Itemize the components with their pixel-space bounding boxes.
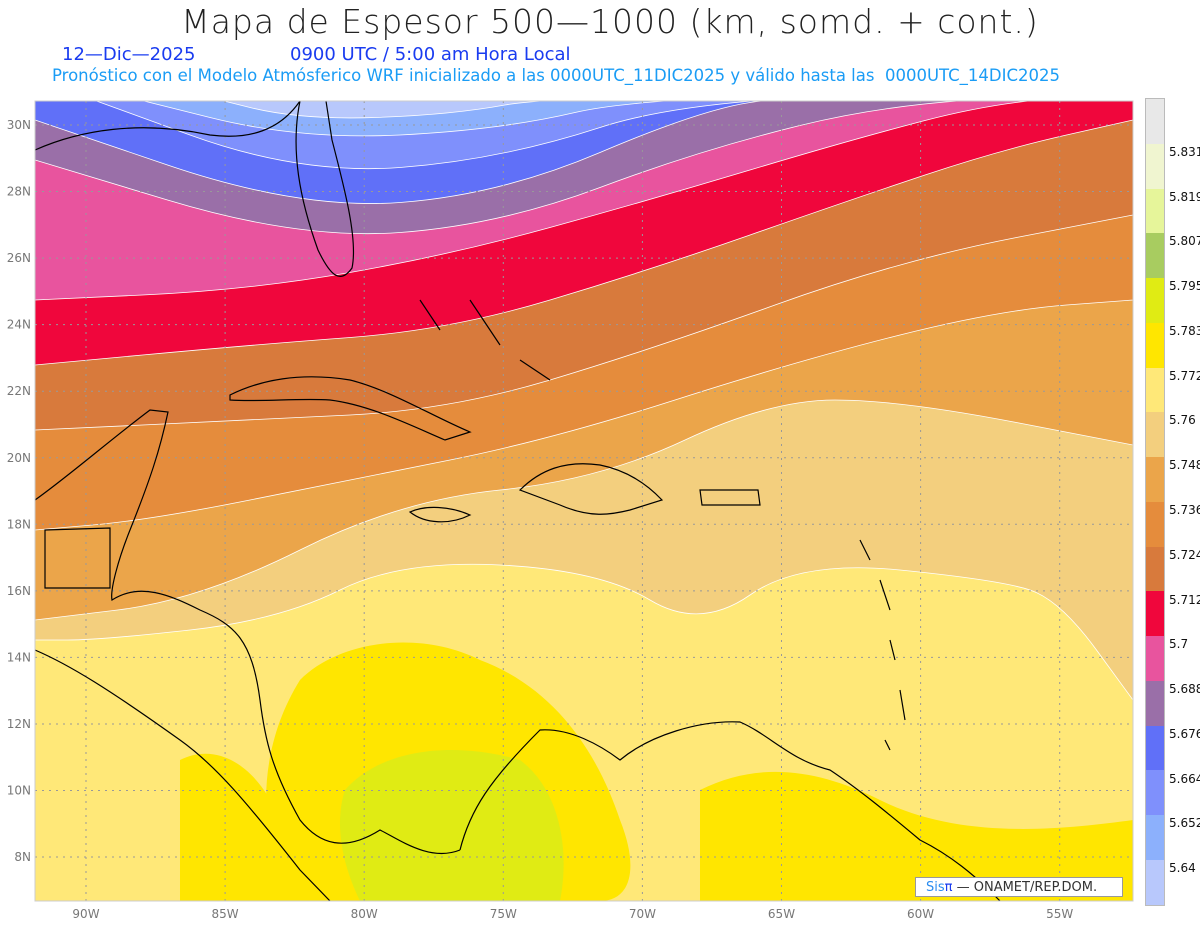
colorbar (1145, 98, 1165, 906)
colorbar-segment (1146, 815, 1164, 861)
colorbar-label: 5.819 (1169, 189, 1200, 204)
hispaniola-coast (518, 463, 664, 515)
logo-text: — ONAMET/REP.DOM. (956, 880, 1098, 895)
colorbar-segment (1146, 278, 1164, 323)
lon-tick-label: 60W (907, 907, 934, 921)
colorbar-segment (1146, 233, 1164, 279)
colorbar-label: 5.712 (1169, 592, 1200, 607)
colorbar-label: 5.783 (1169, 323, 1200, 338)
colorbar-segment (1146, 546, 1164, 592)
central-america-coast (35, 409, 461, 855)
forecast-date: 12—Dic—2025 (62, 44, 196, 65)
map-frame (34, 100, 1134, 902)
gridlines (35, 101, 1133, 901)
colorbar-segment (1146, 591, 1164, 637)
colorbar-segment (1146, 770, 1164, 816)
lat-tick-label: 24N (7, 318, 31, 332)
lat-tick-label: 26N (7, 251, 31, 265)
logo-sis: Sis (926, 880, 945, 895)
lat-tick-label: 30N (7, 118, 31, 132)
colorbar-segment (1146, 457, 1164, 502)
coastlines (35, 101, 1001, 901)
lat-tick-label: 28N (7, 185, 31, 199)
colorbar-segment (1146, 143, 1164, 189)
logo-pi: π (944, 880, 953, 895)
lat-tick-label: 22N (7, 384, 31, 398)
map-title: Mapa de Espesor 500—1000 (km, somd. + co… (181, 2, 1039, 41)
colorbar-label: 5.688 (1169, 682, 1200, 697)
colorbar-label: 5.724 (1169, 547, 1200, 562)
lon-tick-label: 80W (351, 907, 378, 921)
colorbar-label: 5.748 (1169, 458, 1200, 473)
colorbar-label: 5.831 (1169, 144, 1200, 159)
band-5.64 (222, 101, 548, 119)
cuba-coast (229, 376, 472, 441)
colorbar-label: 5.76 (1169, 413, 1196, 428)
pacific-coast (35, 649, 331, 901)
colorbar-label: 5.7 (1169, 637, 1189, 652)
florida-coast (295, 101, 355, 277)
colorbar-segment (1146, 501, 1164, 547)
lon-tick-label: 85W (212, 907, 239, 921)
colorbar-segment (1146, 367, 1164, 413)
lon-tick-label: 55W (1046, 907, 1073, 921)
forecast-time: 0900 UTC / 5:00 am Hora Local (290, 44, 571, 65)
colorbar-label: 5.652 (1169, 816, 1200, 831)
lat-tick-label: 16N (7, 584, 31, 598)
puerto-rico-coast (699, 489, 761, 506)
colorbar-segment (1146, 636, 1164, 681)
bahamas-coast (419, 299, 551, 381)
model-subtitle: Pronóstico con el Modelo Atmósferico WRF… (52, 66, 1060, 85)
colorbar-label: 5.736 (1169, 503, 1200, 517)
colorbar-label: 5.807 (1169, 234, 1200, 249)
us-gulf-coast (35, 101, 301, 151)
filled-contours (35, 101, 1133, 901)
colorbar-label: 5.664 (1169, 771, 1200, 786)
lon-tick-label: 90W (72, 907, 99, 921)
lat-tick-label: 14N (7, 650, 31, 664)
colorbar-segment (1146, 188, 1164, 234)
colorbar-segment (1146, 725, 1164, 771)
jamaica-coast (408, 506, 472, 523)
band-5.783 (340, 750, 564, 901)
colorbar-segment (1146, 99, 1164, 144)
belize-border (44, 527, 111, 589)
colorbar-segment (1146, 412, 1164, 458)
lat-tick-label: 18N (7, 517, 31, 531)
colorbar-label: 5.676 (1169, 726, 1200, 741)
colorbar-segment (1146, 680, 1164, 726)
lon-tick-label: 70W (629, 907, 656, 921)
lat-tick-label: 12N (7, 717, 31, 731)
south-america-coast (459, 721, 1001, 901)
colorbar-label: 5.772 (1169, 368, 1200, 383)
colorbar-segment (1146, 860, 1164, 905)
colorbar-label: 5.64 (1169, 861, 1196, 876)
onamet-logo: Sisπ — ONAMET/REP.DOM. (915, 877, 1123, 897)
lon-tick-label: 75W (490, 907, 517, 921)
lat-tick-label: 10N (7, 784, 31, 798)
lat-tick-label: 8N (14, 850, 31, 864)
lat-tick-label: 20N (7, 451, 31, 465)
colorbar-label: 5.795 (1169, 279, 1200, 294)
lesser-antilles (859, 539, 906, 751)
colorbar-segment (1146, 322, 1164, 368)
lon-tick-label: 65W (768, 907, 795, 921)
axis-ticks: 90W 85W 80W 75W 70W 65W 60W 55W 30N 28N 26N 24N 22N 2… (7, 118, 1074, 921)
